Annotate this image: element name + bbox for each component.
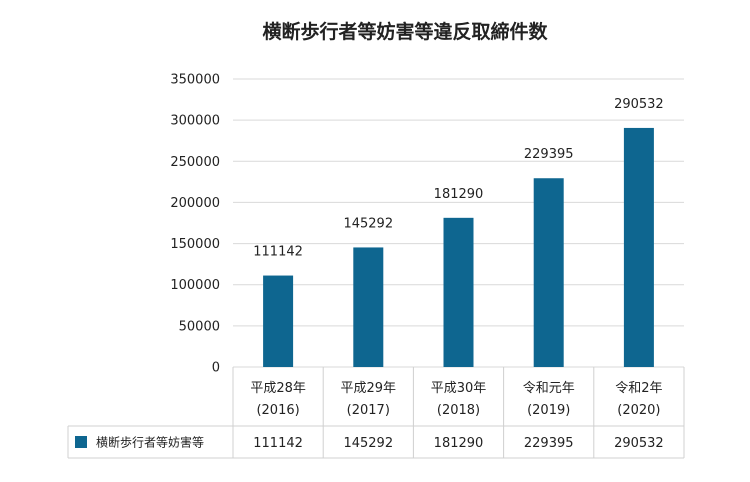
category-label: (2016) bbox=[256, 403, 299, 418]
category-label: 令和元年 bbox=[523, 381, 575, 396]
category-label: (2020) bbox=[617, 403, 660, 418]
table-value: 111142 bbox=[253, 436, 303, 451]
category-label: 平成28年 bbox=[250, 381, 306, 396]
data-label: 145292 bbox=[343, 216, 393, 231]
y-tick-label: 50000 bbox=[179, 319, 220, 334]
table-value: 229395 bbox=[524, 436, 574, 451]
bar bbox=[623, 127, 654, 367]
category-label: (2017) bbox=[347, 403, 390, 418]
category-label: 令和2年 bbox=[615, 381, 662, 396]
chart-title: 横断歩行者等妨害等違反取締件数 bbox=[262, 20, 548, 43]
data-label: 229395 bbox=[524, 147, 574, 162]
y-tick-label: 300000 bbox=[170, 114, 220, 129]
category-label: (2018) bbox=[437, 403, 480, 418]
table-value: 290532 bbox=[614, 436, 664, 451]
y-tick-label: 100000 bbox=[170, 278, 220, 293]
data-label: 111142 bbox=[253, 245, 303, 260]
legend-label: 横断歩行者等妨害等 bbox=[96, 435, 204, 450]
data-label: 181290 bbox=[434, 187, 484, 202]
data-table: 平成28年 (2016) 平成29年 (2017) 平成30年 (2018) 令和元年 (20… bbox=[67, 367, 685, 459]
table-value: 145292 bbox=[343, 436, 393, 451]
bar bbox=[263, 275, 294, 367]
y-tick-label: 0 bbox=[212, 361, 220, 376]
category-label: 平成29年 bbox=[341, 381, 397, 396]
legend-swatch bbox=[75, 436, 87, 448]
bar bbox=[353, 247, 384, 367]
y-tick-label: 150000 bbox=[170, 237, 220, 252]
bar bbox=[533, 178, 564, 367]
category-label: (2019) bbox=[527, 403, 570, 418]
table-value: 181290 bbox=[434, 436, 484, 451]
bars bbox=[263, 127, 654, 367]
y-tick-label: 350000 bbox=[170, 73, 220, 88]
y-tick-label: 200000 bbox=[170, 196, 220, 211]
data-label: 290532 bbox=[614, 97, 664, 112]
y-axis: 0 50000 100000 150000 200000 250000 300000 3500… bbox=[170, 73, 220, 376]
y-tick-label: 250000 bbox=[170, 155, 220, 170]
bar bbox=[443, 217, 474, 367]
data-labels: 111142 145292 181290 229395 290532 bbox=[253, 97, 663, 260]
category-label: 平成30年 bbox=[431, 381, 487, 396]
